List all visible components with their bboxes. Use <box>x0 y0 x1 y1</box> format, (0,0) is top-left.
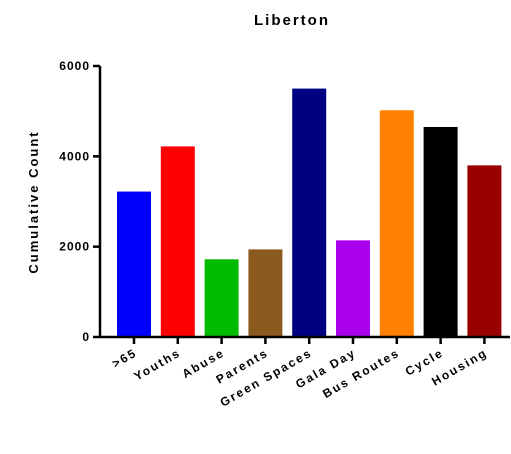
bar-housing <box>467 165 502 337</box>
bar-abuse <box>204 259 239 337</box>
bar-youths <box>160 146 195 337</box>
x-tick-label: Bus Routes <box>320 345 402 400</box>
bar-gala-day <box>336 240 370 337</box>
y-tick-label: 0 <box>82 330 90 344</box>
chart-title: Liberton <box>254 12 330 29</box>
bars <box>117 88 502 337</box>
bar-parents <box>248 249 283 337</box>
x-tick-label: >65 <box>110 345 140 370</box>
y-tick-label: 6000 <box>59 59 90 73</box>
bar-green-spaces <box>292 88 327 337</box>
bar-bus-routes <box>379 110 414 337</box>
bar-65 <box>117 191 151 337</box>
y-axis: 0 2000 4000 6000 <box>59 59 102 344</box>
bar-cycle <box>423 126 458 337</box>
y-axis-label: Cumulative Count <box>26 130 41 273</box>
y-tick-label: 4000 <box>59 149 90 163</box>
x-tick-label: Youths <box>131 345 183 383</box>
y-tick-label: 2000 <box>59 240 90 254</box>
